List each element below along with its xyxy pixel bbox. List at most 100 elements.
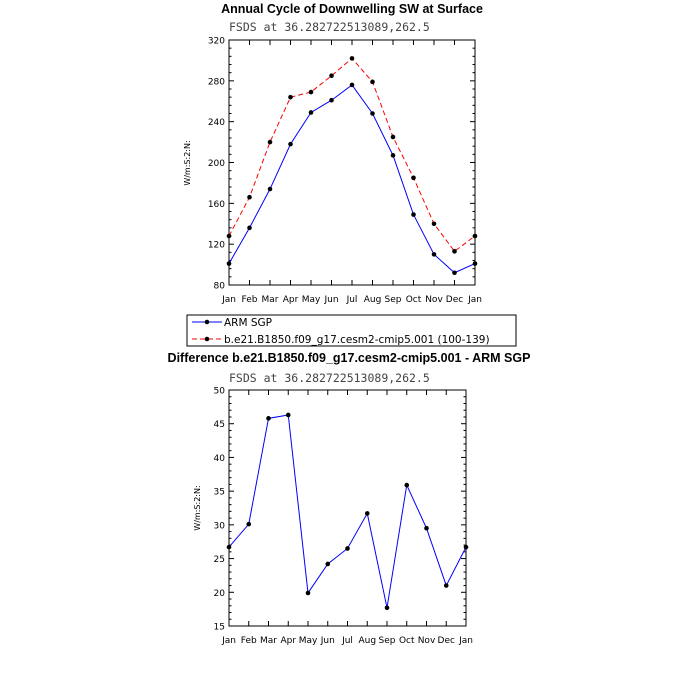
bottom-xtick-label: Nov: [418, 636, 436, 646]
bottom-series-0-point: [246, 521, 252, 527]
top-series-1-point: [349, 56, 355, 61]
top-xtick-label: Aug: [364, 295, 382, 305]
top-series-1-point: [247, 194, 252, 200]
top-ytick-label: 200: [208, 159, 225, 169]
top-xtick-label: Feb: [242, 295, 258, 305]
top-series-1-line: [228, 57, 476, 253]
top-chart-subtitle: FSDS at 36.282722513089,262.5: [229, 20, 430, 34]
bottom-series-0-point: [384, 605, 390, 611]
bottom-series-0-point: [285, 412, 291, 418]
top-xtick-label: Jul: [346, 295, 358, 305]
top-xtick-label: Apr: [283, 295, 299, 305]
top-series-0-point: [452, 270, 457, 276]
bottom-series-0-point: [424, 525, 429, 531]
bottom-xtick-label: Mar: [260, 636, 277, 646]
bottom-xtick-label: Feb: [241, 636, 257, 646]
top-series-1-point: [226, 233, 232, 239]
top-series-0-point: [411, 212, 416, 217]
top-series-0-point: [329, 97, 334, 103]
bottom-xtick-label: Sep: [379, 636, 396, 646]
top-series-0-point: [349, 82, 355, 88]
top-ytick-label: 120: [208, 241, 225, 251]
top-xtick-label: Sep: [385, 295, 402, 305]
top-series-0-point: [390, 153, 396, 158]
top-xtick-label: Oct: [406, 295, 422, 305]
top-series-1-point: [472, 233, 478, 239]
top-series-1-point: [411, 175, 416, 181]
top-ytick-label: 240: [208, 118, 225, 128]
top-series-1-point: [431, 221, 437, 227]
top-chart-plot: 80 120 160 200 240 280 320 Jan Feb Mar Apr May Jun Ju…: [208, 37, 482, 306]
top-series-0-point: [288, 141, 293, 147]
top-xtick-label: Jan: [221, 295, 236, 305]
bottom-chart-title: Difference b.e21.B1850.f09_g17.cesm2-cmi…: [168, 351, 531, 365]
top-series-1-point: [329, 73, 334, 79]
bottom-series-0-point: [443, 583, 449, 588]
bottom-series-0-line: [228, 414, 467, 608]
bottom-xtick-label: May: [299, 636, 318, 646]
top-series-0-line: [228, 84, 476, 274]
bottom-xtick-label: Aug: [358, 636, 376, 646]
bottom-ytick-label: 30: [214, 521, 226, 531]
bottom-chart-subtitle: FSDS at 36.282722513089,262.5: [229, 371, 430, 385]
top-series-0-point: [267, 186, 273, 192]
top-series-0-point: [472, 261, 478, 266]
top-ytick-label: 80: [214, 282, 226, 292]
top-xtick-label: Mar: [262, 295, 279, 305]
top-series-1-point: [308, 89, 314, 95]
bottom-series-0-point: [266, 416, 271, 421]
bottom-xtick-label: Jul: [341, 636, 353, 646]
legend-marker-arm-sgp: [204, 319, 210, 325]
top-series-1-point: [288, 94, 293, 100]
top-series-1-point: [267, 139, 273, 145]
top-ytick-label: 160: [208, 200, 225, 210]
top-chart-legend: ARM SGP b.e21.B1850.f09_g17.cesm2-cmip5.…: [186, 314, 517, 347]
bottom-chart-plot: 15 20 25 30 35 40 45 50 Jan Feb Mar Apr May Jun Jul Aug…: [214, 387, 473, 647]
bottom-series-0-point: [325, 561, 331, 567]
legend-label-arm-sgp: ARM SGP: [224, 317, 272, 329]
bottom-ytick-label: 20: [214, 589, 226, 599]
top-chart-ylabel: W/m:S:2:N:: [183, 140, 192, 185]
bottom-ytick-label: 15: [214, 623, 225, 633]
top-chart-title: Annual Cycle of Downwelling SW at Surfac…: [221, 2, 483, 16]
top-plot-frame: [228, 39, 476, 286]
bottom-ytick-label: 35: [214, 488, 225, 498]
top-xtick-label: Dec: [446, 295, 463, 305]
bottom-xtick-label: Apr: [280, 636, 296, 646]
bottom-series-0-point: [345, 546, 350, 551]
top-series-1-point: [452, 249, 457, 254]
top-series-1-point: [370, 79, 375, 85]
bottom-ytick-label: 45: [214, 420, 225, 430]
bottom-chart-ylabel: W/m:S:2:N:: [193, 485, 202, 530]
bottom-xtick-label: Jun: [320, 636, 335, 646]
bottom-series-0-point: [364, 511, 370, 516]
top-series-0-point: [226, 261, 232, 266]
top-series-0-point: [247, 225, 252, 231]
bottom-xtick-label: Dec: [438, 636, 455, 646]
top-xtick-label: Jan: [467, 295, 482, 305]
bottom-series-0-point: [305, 590, 311, 596]
bottom-ytick-label: 25: [214, 555, 225, 565]
bottom-series-0-point: [226, 544, 232, 550]
bottom-plot-frame: [228, 389, 467, 627]
top-series-0-point: [370, 111, 375, 116]
bottom-ytick-label: 40: [214, 454, 226, 464]
bottom-xtick-label: Oct: [399, 636, 415, 646]
top-ytick-label: 320: [208, 37, 225, 47]
legend-box: [186, 314, 517, 347]
top-xtick-label: Nov: [425, 295, 443, 305]
bottom-series-0-point: [463, 544, 469, 550]
bottom-series-0-point: [404, 482, 410, 488]
top-xtick-label: Jun: [323, 295, 338, 305]
top-xtick-label: May: [302, 295, 321, 305]
legend-marker-model: [204, 336, 210, 342]
bottom-xtick-label: Jan: [221, 636, 236, 646]
top-series-0-point: [431, 252, 437, 257]
bottom-ytick-label: 50: [214, 387, 226, 397]
top-series-0-point: [308, 110, 314, 115]
top-ytick-label: 280: [208, 77, 225, 87]
legend-label-model: b.e21.B1850.f09_g17.cesm2-cmip5.001 (100…: [224, 334, 490, 346]
bottom-xtick-label: Jan: [458, 636, 473, 646]
top-series-1-point: [390, 134, 396, 140]
